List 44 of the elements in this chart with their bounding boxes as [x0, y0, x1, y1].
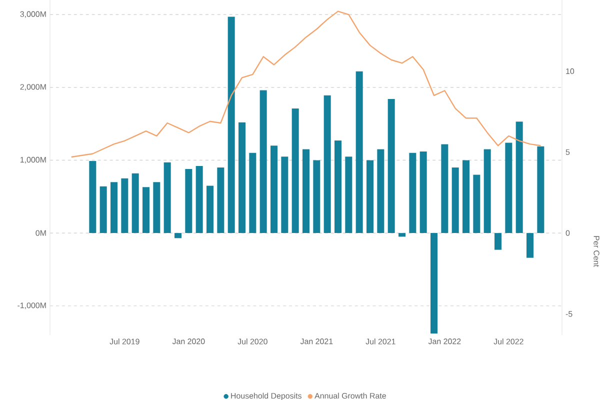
bar: [292, 108, 299, 234]
bar: [270, 146, 278, 234]
bar: [484, 149, 491, 234]
bar: [377, 149, 384, 234]
bar: [228, 16, 235, 234]
line-series: [70, 10, 542, 158]
bar: [281, 156, 288, 234]
bar: [164, 162, 171, 234]
bar: [121, 178, 128, 234]
bar: [366, 160, 374, 234]
bar: [462, 160, 470, 234]
bar: [174, 233, 182, 238]
bar: [324, 95, 331, 234]
bar: [516, 122, 523, 234]
bar: [494, 233, 502, 250]
bar: [142, 187, 150, 234]
bar: [537, 146, 544, 234]
bar: [356, 71, 363, 234]
bar: [313, 160, 320, 234]
bar: [217, 168, 224, 234]
bar: [441, 144, 448, 234]
bar: [238, 122, 246, 234]
bar: [334, 140, 342, 234]
bar: [420, 151, 427, 234]
bar: [206, 186, 214, 234]
bar: [89, 160, 96, 234]
bar: [260, 90, 267, 234]
bar: [153, 182, 160, 234]
bar: [430, 233, 438, 334]
bar: [398, 233, 406, 237]
bar: [302, 149, 310, 234]
bar: [249, 152, 256, 234]
bar: [409, 152, 416, 234]
bar: [132, 173, 139, 234]
bar: [388, 99, 395, 234]
bar: [185, 168, 192, 234]
bar: [473, 174, 480, 234]
bar: [452, 168, 459, 234]
bar: [196, 166, 203, 234]
bar: [100, 186, 107, 234]
bar: [345, 156, 352, 234]
bar: [110, 182, 118, 234]
bar: [505, 142, 512, 234]
bar: [526, 233, 534, 258]
